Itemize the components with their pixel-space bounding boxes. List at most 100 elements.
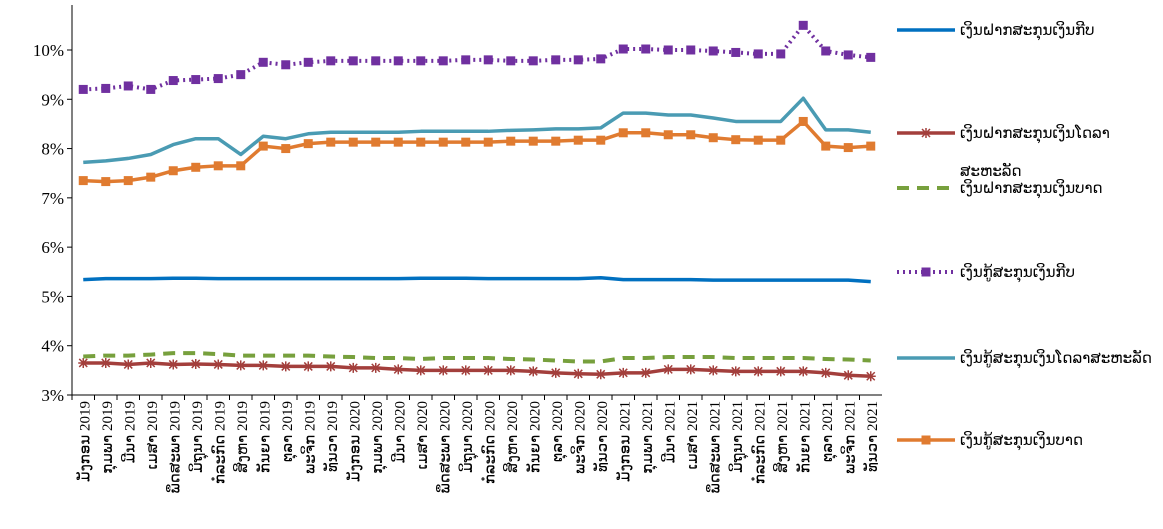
x-tick-label: ພະຈິກ 2020 [570,401,588,474]
x-tick-label: ມີນາ 2020 [390,401,408,463]
marker [820,367,831,378]
x-tick-label: ມິຖຸນາ 2019 [188,401,209,473]
marker [596,135,606,145]
marker [438,56,448,66]
marker [123,176,133,186]
x-tick-label: ຕຸລາ 2020 [550,401,568,462]
marker [686,45,696,55]
marker [123,359,134,370]
x-tick-label: ຕຸລາ 2019 [280,401,298,462]
marker [438,365,449,376]
y-tick-label: 5% [41,287,64,306]
marker [921,128,931,138]
x-tick-label: ສິງຫາ 2019 [232,401,250,473]
series-line [83,275,871,284]
marker [325,361,336,372]
marker [663,130,673,140]
marker [921,267,931,277]
marker [753,49,763,59]
marker [258,141,268,151]
marker [371,56,381,66]
x-tick-label: ເມສາ 2020 [415,401,431,470]
marker [168,76,178,86]
marker [708,46,718,56]
x-tick-label: ພະຈິກ 2021 [840,401,858,474]
marker [303,139,313,149]
marker [776,135,786,145]
x-tick-label: ເມສາ 2021 [685,401,701,470]
marker [595,369,606,380]
series-line [83,23,871,92]
marker [168,166,178,176]
marker [843,50,853,60]
y-tick-label: 8% [41,140,64,159]
marker [258,57,268,67]
marker [618,44,628,54]
marker [258,360,269,371]
marker [776,49,786,59]
marker [78,357,89,368]
x-tick-label: ມິຖຸນາ 2021 [728,401,749,473]
marker [483,365,494,376]
marker [596,54,606,64]
marker [461,55,471,65]
x-tick-label: ພຶດສະພາ 2019 [165,401,183,494]
marker [505,365,516,376]
marker [528,56,538,66]
marker [393,364,404,375]
x-tick-label: ກໍລະກົດ 2020 [480,401,498,484]
marker [483,137,493,147]
marker [618,128,628,138]
y-tick-label: 7% [41,189,64,208]
x-tick-label: ທັນວາ 2019 [322,401,341,472]
x-tick-label: ພະຈິກ 2019 [300,401,318,474]
x-tick-label: ສິງຫາ 2021 [772,401,790,473]
marker [101,177,111,187]
marker [573,135,583,145]
marker [190,358,201,369]
series-line [83,351,871,364]
marker [371,137,381,147]
marker [528,136,538,146]
marker [348,56,358,66]
marker [551,55,561,65]
marker [78,84,88,94]
x-tick-label: ກັນຍາ 2020 [524,401,543,473]
marker [753,135,763,145]
marker [100,357,111,368]
marker [866,141,876,151]
marker [618,367,629,378]
marker [191,75,201,85]
marker [393,56,403,66]
x-tick-label: ມັງກອນ 2020 [344,401,363,482]
y-tick-label: 3% [41,386,64,405]
x-tick-label: ກໍລະກົດ 2021 [750,401,768,484]
x-tick-label: ທັນວາ 2021 [862,401,881,472]
marker [191,162,201,172]
marker [326,137,336,147]
legend-label: ເງິນຝາກສະກຸນເງິນໂດລາສະຫະລັດ [960,124,1110,180]
marker [798,20,808,30]
marker [281,60,291,70]
marker [921,435,931,445]
x-tick-label: ມີນາ 2021 [660,401,678,463]
x-tick-label: ມັງກອນ 2019 [74,401,93,482]
x-tick-label: ພຶດສະພາ 2021 [705,401,723,494]
marker [798,116,808,126]
x-tick-label: ຕຸລາ 2021 [820,401,838,462]
marker [213,359,224,370]
marker [461,137,471,147]
y-tick-label: 10% [33,41,64,60]
marker [123,81,133,91]
x-tick-label: ກັນຍາ 2021 [794,401,813,473]
marker [866,52,876,62]
marker [798,366,809,377]
series-line [83,361,871,379]
marker [663,45,673,55]
marker [146,172,156,182]
marker [281,144,291,154]
marker [753,366,764,377]
legend-label: ເງິນກູ້ສະກຸນເງິນໂດລາສະຫະລັດ [960,349,1152,367]
y-tick-label: 4% [41,337,64,356]
